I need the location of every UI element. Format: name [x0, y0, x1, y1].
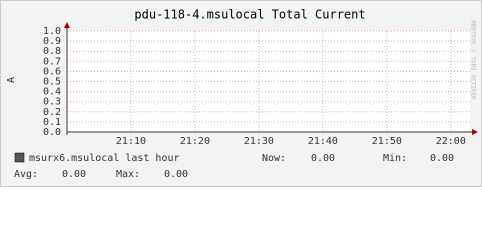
x-tick-label: 22:00	[436, 136, 466, 147]
stat-value: 0.00	[164, 169, 188, 180]
x-tick-label: 21:50	[372, 136, 402, 147]
stat-label: Now:	[262, 153, 286, 164]
watermark: RRDTOOL / TOBI OETIKER	[470, 20, 477, 100]
x-tick-label: 21:10	[116, 136, 146, 147]
chart-title: pdu-118-4.msulocal Total Current	[134, 8, 365, 22]
y-tick-label: 0.3	[43, 97, 61, 108]
grid	[67, 30, 470, 133]
y-tick-label: 1.0	[43, 26, 61, 37]
y-tick-label: 0.5	[43, 77, 61, 88]
y-tick-label: 0.6	[43, 66, 61, 77]
y-tick-label: 0.0	[43, 127, 61, 138]
stat-label: Avg:	[14, 169, 38, 180]
y-tick-label: 0.4	[43, 87, 61, 98]
stat-value: 0.00	[62, 169, 86, 180]
y-tick-label: 0.2	[43, 107, 61, 118]
x-tick-label: 21:20	[180, 136, 210, 147]
stat-value: 0.00	[311, 153, 335, 164]
x-tick-label: 21:40	[308, 136, 338, 147]
x-tick-label: 21:30	[244, 136, 274, 147]
y-tick-label: 0.8	[43, 46, 61, 57]
y-arrow	[64, 22, 70, 28]
y-tick-label: 0.7	[43, 56, 61, 67]
legend-swatch	[14, 152, 25, 163]
stat-label: Min:	[383, 153, 407, 164]
x-arrow	[472, 129, 478, 135]
y-axis-label: A	[6, 77, 17, 83]
y-tick-label: 0.1	[43, 117, 61, 128]
chart: pdu-118-4.msulocal Total Current A RRDTO…	[0, 0, 482, 187]
y-tick-label: 0.9	[43, 36, 61, 47]
stat-value: 0.00	[430, 153, 454, 164]
legend-label: msurx6.msulocal last hour	[29, 153, 180, 164]
stat-label: Max:	[116, 169, 140, 180]
